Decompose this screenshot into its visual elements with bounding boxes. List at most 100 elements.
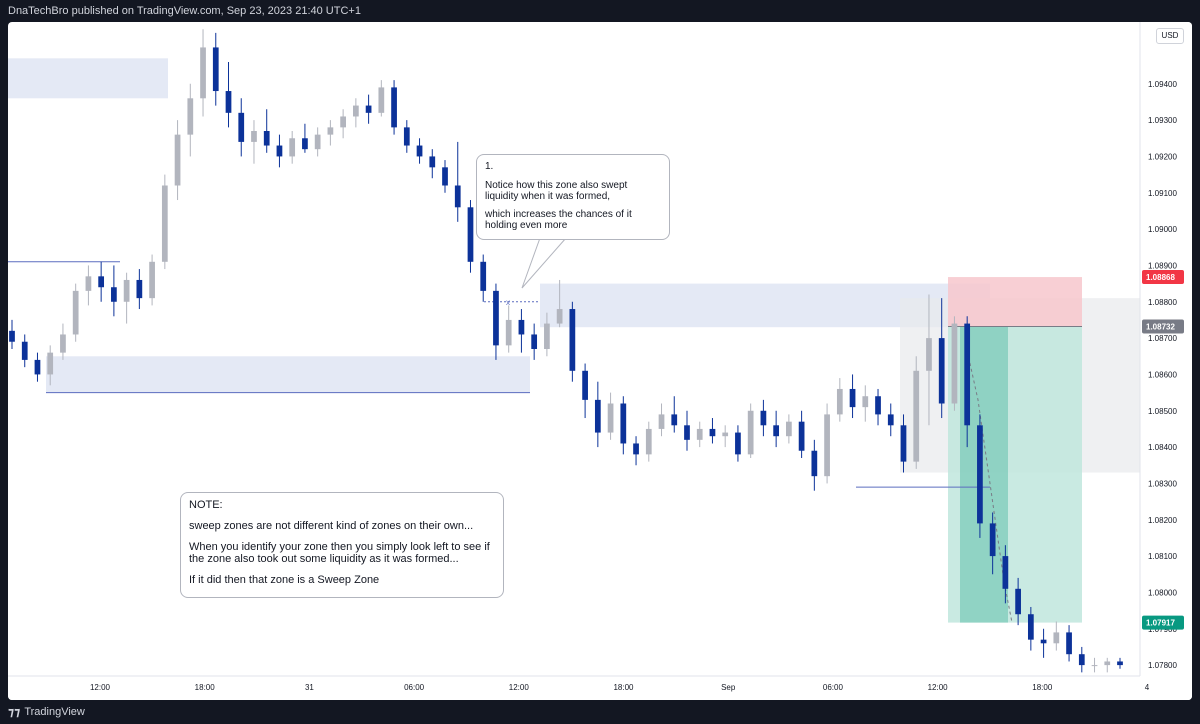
candle-2 — [34, 352, 41, 382]
candle-58 — [747, 403, 754, 458]
candle-20 — [263, 109, 270, 153]
sweep-marker: x — [506, 298, 510, 307]
candle-body-26 — [340, 116, 346, 128]
candle-81 — [1040, 628, 1047, 658]
brand[interactable]: ⁊⁊ TradingView — [8, 700, 85, 724]
candle-body-49 — [633, 443, 639, 455]
candle-22 — [289, 131, 296, 164]
candle-body-60 — [773, 425, 780, 437]
candle-body-68 — [875, 396, 881, 415]
candle-32 — [416, 138, 423, 164]
candle-body-74 — [951, 323, 958, 404]
candle-48 — [620, 396, 627, 455]
candle-body-78 — [1002, 556, 1009, 589]
candle-body-8 — [111, 287, 117, 302]
candle-body-58 — [747, 410, 754, 455]
candle-body-43 — [556, 309, 563, 324]
candle-body-50 — [645, 428, 652, 455]
currency-label[interactable]: USD — [1156, 28, 1184, 44]
candle-47 — [607, 392, 614, 440]
candle-body-55 — [709, 428, 716, 437]
candle-body-46 — [594, 399, 601, 433]
candle-63 — [811, 439, 818, 491]
price-label-0: 1.08868 — [1146, 273, 1175, 282]
candle-37 — [480, 254, 487, 302]
overlay-layer — [521, 237, 567, 289]
candle-78 — [1002, 545, 1009, 604]
candle-body-36 — [467, 207, 474, 262]
candle-body-71 — [913, 370, 920, 462]
tradingview-logo-icon: ⁊⁊ — [8, 705, 21, 719]
candle-57 — [735, 425, 741, 462]
candle-body-51 — [658, 414, 665, 429]
candle-13 — [174, 120, 181, 201]
candle-28 — [365, 94, 372, 124]
candle-12 — [161, 174, 168, 270]
candle-body-69 — [887, 414, 894, 426]
candle-body-75 — [964, 323, 971, 426]
candle-body-56 — [722, 432, 729, 437]
price-tick-13: 1.08100 — [1148, 552, 1177, 561]
price-tick-2: 1.09200 — [1148, 152, 1177, 161]
candle-body-64 — [824, 414, 830, 477]
candle-34 — [442, 160, 448, 193]
candle-body-33 — [429, 156, 436, 168]
brand-name: TradingView — [24, 706, 85, 718]
candle-84 — [1078, 646, 1085, 673]
candle-body-28 — [365, 105, 372, 113]
candles-layer — [9, 29, 1123, 673]
candle-50 — [645, 421, 652, 462]
candle-body-67 — [862, 396, 869, 408]
candle-body-14 — [187, 98, 194, 135]
candle-body-5 — [72, 290, 79, 335]
candle-body-66 — [849, 388, 856, 408]
candle-11 — [149, 254, 155, 306]
candle-body-79 — [1015, 588, 1021, 615]
note-box: NOTE: sweep zones are not different kind… — [180, 492, 504, 598]
candle-41 — [531, 323, 538, 360]
candle-body-45 — [582, 370, 588, 400]
price-tick-10: 1.08400 — [1148, 443, 1177, 452]
candle-body-53 — [684, 425, 690, 440]
candle-body-31 — [403, 127, 410, 146]
candle-0 — [9, 319, 15, 349]
candle-body-39 — [505, 319, 512, 346]
candle-body-83 — [1066, 632, 1072, 655]
candle-body-84 — [1078, 654, 1085, 666]
price-label-2: 1.07917 — [1146, 619, 1175, 628]
candle-19 — [251, 120, 257, 164]
candle-body-37 — [480, 261, 487, 291]
candle-66 — [849, 374, 856, 419]
candle-7 — [98, 261, 105, 302]
price-tick-5: 1.08900 — [1148, 261, 1177, 270]
callout-1: 1. Notice how this zone also swept liqui… — [476, 154, 670, 240]
candlestick-chart[interactable]: x 1.094001.093001.092001.091001.090001.0… — [8, 22, 1192, 700]
callout-line-1: Notice how this zone also swept liquidit… — [485, 180, 628, 202]
candle-5 — [72, 283, 79, 342]
candle-body-61 — [786, 421, 792, 437]
candle-body-25 — [327, 127, 334, 135]
candle-body-13 — [174, 134, 181, 186]
time-tick-5: 18:00 — [613, 683, 634, 692]
candle-43 — [556, 279, 563, 328]
price-tick-4: 1.09000 — [1148, 225, 1177, 234]
candle-body-32 — [416, 145, 423, 157]
candle-72 — [926, 294, 932, 426]
candle-body-1 — [21, 341, 28, 360]
candle-45 — [582, 363, 588, 419]
chart-frame[interactable]: x 1.09400 1.09300 1.09200 1.09100 1.09000 1.0… — [8, 22, 1192, 700]
candle-82 — [1053, 621, 1060, 651]
candle-68 — [875, 388, 881, 426]
price-tick-3: 1.09100 — [1148, 189, 1177, 198]
zone-0 — [8, 58, 168, 99]
candle-71 — [913, 356, 920, 469]
time-tick-1: 18:00 — [195, 683, 216, 692]
candle-23 — [302, 123, 308, 153]
candle-body-24 — [314, 134, 321, 150]
candle-3 — [47, 345, 54, 386]
candle-61 — [786, 414, 792, 444]
candle-40 — [518, 309, 525, 353]
candle-body-81 — [1040, 639, 1047, 644]
candle-39 — [505, 305, 512, 353]
candle-body-17 — [225, 91, 232, 113]
